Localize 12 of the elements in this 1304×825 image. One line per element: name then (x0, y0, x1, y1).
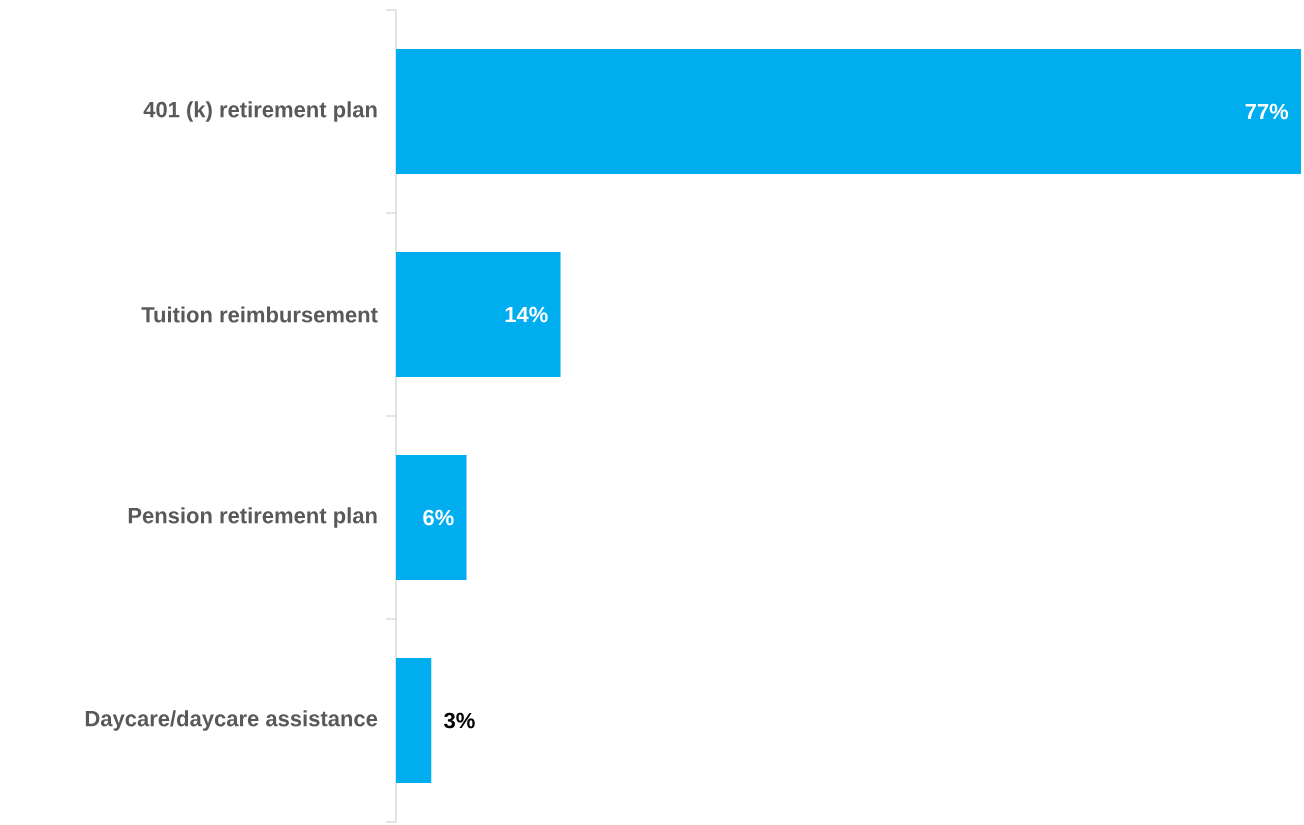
data-label: 3% (444, 712, 475, 729)
y-tick-label: Daycare/daycare assistance (85, 710, 378, 731)
data-label: 77% (1245, 103, 1289, 120)
y-tick-label: 401 (k) retirement plan (143, 101, 377, 122)
y-tick-label: Pension retirement plan (128, 507, 377, 528)
data-label: 6% (423, 509, 454, 526)
bar (396, 252, 561, 377)
bar (396, 455, 467, 580)
y-tick-label: Tuition reimbursement (141, 306, 378, 323)
bar (396, 658, 432, 783)
data-label: 14% (505, 306, 548, 323)
bar (396, 49, 1301, 175)
